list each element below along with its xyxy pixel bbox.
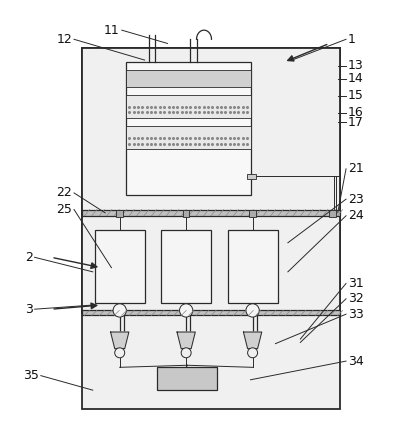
Bar [126, 95, 250, 118]
Polygon shape [177, 332, 195, 349]
Text: 3: 3 [25, 303, 33, 316]
Bar [95, 230, 145, 303]
Text: 35: 35 [23, 369, 39, 382]
Text: 13: 13 [348, 59, 364, 72]
Text: 12: 12 [56, 33, 72, 46]
Polygon shape [111, 332, 129, 349]
Text: 34: 34 [348, 355, 364, 368]
Bar [116, 210, 123, 218]
Text: 1: 1 [348, 33, 356, 46]
Bar [247, 174, 256, 179]
Text: 33: 33 [348, 308, 364, 321]
Text: 16: 16 [348, 106, 364, 119]
Text: 11: 11 [104, 24, 120, 37]
Text: 24: 24 [348, 209, 364, 222]
Bar [183, 210, 189, 218]
Circle shape [115, 348, 125, 358]
Bar [82, 310, 340, 315]
Polygon shape [243, 332, 262, 349]
Bar [157, 367, 217, 390]
Text: 32: 32 [348, 292, 364, 305]
Text: 14: 14 [348, 72, 364, 85]
Text: 2: 2 [25, 251, 33, 264]
Bar [82, 48, 340, 214]
Circle shape [247, 348, 257, 358]
Bar [82, 48, 340, 409]
Text: 22: 22 [56, 186, 72, 199]
Bar [126, 71, 250, 87]
Bar [249, 210, 256, 218]
Text: 23: 23 [348, 193, 364, 206]
Text: 15: 15 [348, 89, 364, 102]
Text: 21: 21 [348, 163, 364, 175]
Bar [228, 230, 278, 303]
Bar [82, 214, 340, 313]
Text: 17: 17 [348, 116, 364, 129]
Circle shape [246, 304, 259, 317]
Circle shape [181, 348, 191, 358]
Bar [82, 210, 340, 216]
Bar [329, 210, 336, 217]
Bar [126, 62, 250, 195]
Circle shape [113, 304, 126, 317]
Text: 31: 31 [348, 277, 364, 290]
Text: 25: 25 [56, 203, 72, 216]
Bar [161, 230, 211, 303]
Circle shape [179, 304, 193, 317]
Bar [126, 127, 250, 149]
